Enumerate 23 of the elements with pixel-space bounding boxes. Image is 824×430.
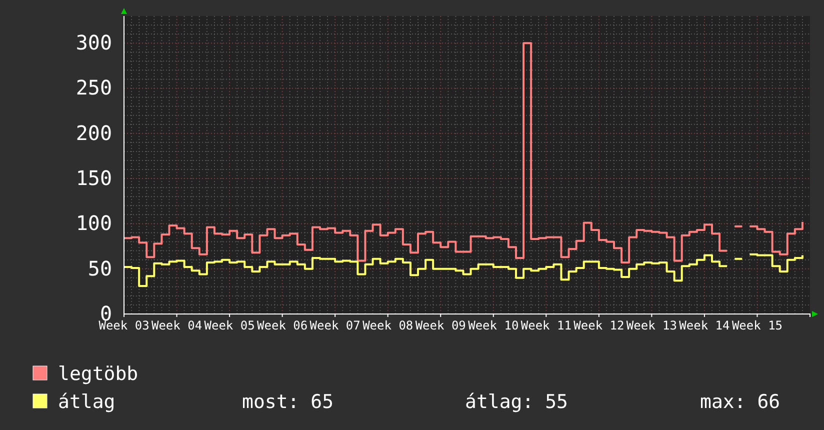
text: max: 66 — [700, 391, 780, 413]
y-tick-label: 250 — [76, 76, 112, 100]
y-tick-label: 150 — [76, 166, 112, 190]
x-tick-label: Week 10 — [468, 318, 519, 333]
y-tick-label: 200 — [76, 120, 112, 145]
x-tick-label: Week 07 — [310, 318, 360, 333]
y-tick-label: 50 — [88, 256, 112, 280]
x-tick-label: Week 13 — [626, 318, 677, 333]
x-tick-label: Week 12 — [574, 318, 624, 333]
x-tick-label: Week 08 — [362, 318, 414, 333]
x-tick-label: Week 05 — [204, 318, 255, 333]
legend-label: legtöbb — [58, 363, 138, 385]
legend-label: átlag — [58, 391, 116, 413]
x-tick-label: Week 06 — [257, 318, 308, 333]
x-tick-label: Week 11 — [520, 318, 572, 333]
x-tick-label: Week 04 — [151, 318, 202, 333]
x-tick-label: Week 15 — [732, 318, 783, 333]
y-tick-label: 300 — [76, 30, 112, 54]
y-tick-label: 100 — [76, 211, 112, 236]
text: átlag: 55 — [465, 391, 568, 413]
x-tick-label: Week 14 — [679, 318, 730, 333]
x-tick-label: Week 09 — [415, 318, 466, 333]
text: most: 65 — [242, 391, 334, 413]
